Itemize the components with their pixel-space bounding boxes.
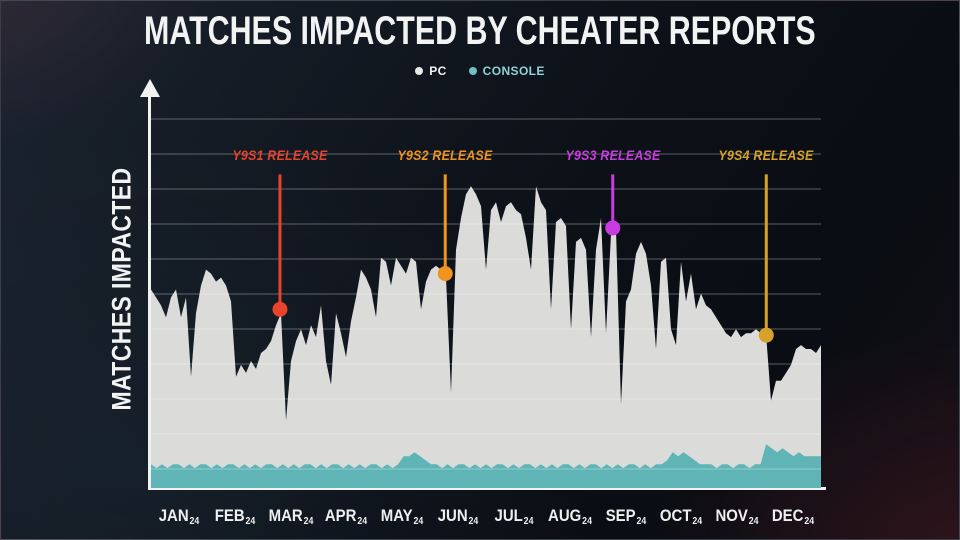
legend-swatch-icon xyxy=(415,67,424,75)
x-tick-feb24: FEB24 xyxy=(214,506,256,527)
x-tick-year-suffix: 24 xyxy=(468,516,479,527)
release-marker-dot xyxy=(758,327,774,343)
x-tick-jul24: JUL24 xyxy=(494,506,534,527)
release-marker-dot xyxy=(272,301,288,317)
release-marker-dot xyxy=(605,220,621,236)
x-tick-may24: MAY24 xyxy=(380,506,424,527)
x-tick-year-suffix: 24 xyxy=(245,516,256,527)
annotation-y9s1-release: Y9S1 RELEASE xyxy=(232,147,328,163)
x-tick-year-suffix: 24 xyxy=(189,516,200,527)
x-tick-oct24: OCT24 xyxy=(660,506,703,527)
annotation-y9s4-release: Y9S4 RELEASE xyxy=(718,147,814,163)
plot-area xyxy=(151,118,821,488)
y-axis-label: MATCHES IMPACTED xyxy=(106,167,137,411)
x-tick-year-suffix: 24 xyxy=(804,516,815,527)
legend: PC CONSOLE xyxy=(1,64,959,78)
pc-area-series xyxy=(151,186,821,488)
legend-label: PC xyxy=(429,64,447,78)
legend-label: CONSOLE xyxy=(482,64,545,78)
x-tick-year-suffix: 24 xyxy=(636,516,646,527)
x-tick-dec24: DEC24 xyxy=(771,506,815,527)
x-tick-year-suffix: 24 xyxy=(357,516,368,527)
x-tick-sep24: SEP24 xyxy=(605,506,646,527)
x-tick-apr24: APR24 xyxy=(325,506,368,527)
x-tick-year-suffix: 24 xyxy=(749,516,759,527)
x-tick-nov24: NOV24 xyxy=(715,506,759,527)
x-tick-jan24: JAN24 xyxy=(158,506,200,527)
x-axis-line xyxy=(148,487,826,490)
console-area-series xyxy=(151,444,821,488)
annotation-y9s2-release: Y9S2 RELEASE xyxy=(397,147,493,163)
legend-swatch-icon xyxy=(468,67,477,75)
release-marker-dot xyxy=(437,266,453,282)
x-tick-year-suffix: 24 xyxy=(303,516,313,527)
annotation-y9s3-release: Y9S3 RELEASE xyxy=(565,147,661,163)
x-tick-aug24: AUG24 xyxy=(547,506,592,527)
chart-title: MATCHES IMPACTED BY CHEATER REPORTS xyxy=(144,9,816,53)
legend-item-pc: PC xyxy=(415,64,446,78)
x-tick-year-suffix: 24 xyxy=(581,516,592,527)
x-tick-year-suffix: 24 xyxy=(523,516,534,527)
y-axis-arrow-icon xyxy=(140,79,160,97)
legend-item-console: CONSOLE xyxy=(468,64,545,78)
x-tick-mar24: MAR24 xyxy=(268,506,313,527)
y-axis-line xyxy=(148,96,151,488)
x-tick-year-suffix: 24 xyxy=(413,516,424,527)
x-tick-year-suffix: 24 xyxy=(692,516,703,527)
x-tick-jun24: JUN24 xyxy=(437,506,479,527)
